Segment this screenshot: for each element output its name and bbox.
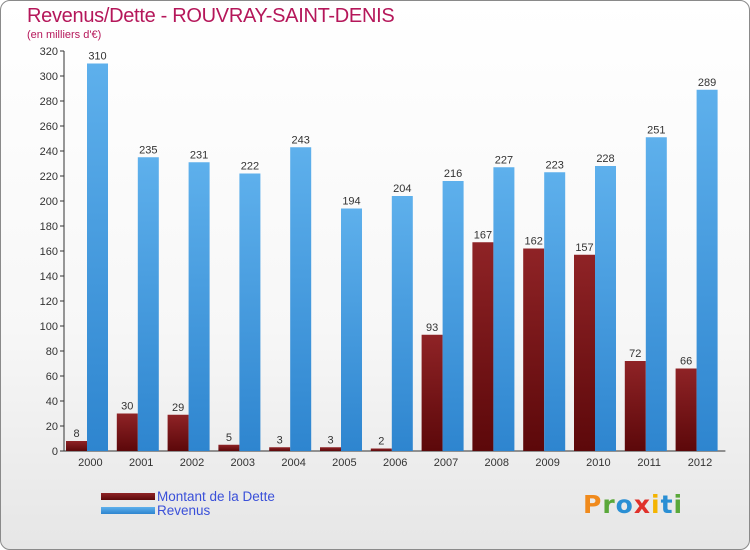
- x-tick-label: 2002: [180, 457, 204, 469]
- legend-swatch-revenus: [101, 506, 155, 514]
- data-label-dette: 3: [277, 434, 283, 446]
- x-tick-label: 2008: [485, 457, 509, 469]
- chart-title: Revenus/Dette - ROUVRAY-SAINT-DENIS: [27, 5, 395, 27]
- x-tick-label: 2010: [586, 457, 610, 469]
- x-tick-label: 2004: [281, 457, 305, 469]
- bar-revenus: [239, 173, 261, 451]
- data-label-revenus: 223: [546, 159, 564, 171]
- proxiti-logo: Proxiti: [583, 490, 684, 519]
- bar-dette: [370, 448, 392, 451]
- data-labels: 8 30 29 5 3 3 2 93 167 162 157 72 66 310 235 231 222 243 1…: [73, 51, 716, 448]
- data-label-dette: 162: [525, 236, 543, 248]
- x-tick-label: 2003: [231, 457, 255, 469]
- bar-revenus: [290, 147, 312, 451]
- data-label-dette: 5: [226, 432, 232, 444]
- y-tick-label: 40: [46, 396, 58, 408]
- data-label-dette: 72: [629, 348, 641, 360]
- bar-dette: [624, 361, 646, 451]
- y-tick-label: 140: [40, 271, 58, 283]
- bar-dette: [421, 334, 443, 451]
- data-label-dette: 8: [73, 428, 79, 440]
- bar-dette: [66, 441, 87, 451]
- y-tick-label: 20: [46, 421, 58, 433]
- data-label-dette: 157: [575, 242, 593, 254]
- bar-dette: [574, 254, 595, 451]
- x-tick-label: 2001: [129, 457, 153, 469]
- y-tick-label: 240: [40, 146, 58, 158]
- x-tick-label: 2005: [332, 457, 356, 469]
- bar-dette: [472, 242, 494, 451]
- y-tick-label: 300: [40, 71, 58, 83]
- bar-revenus: [442, 181, 464, 451]
- bar-dette: [320, 447, 341, 451]
- bar-dette: [675, 368, 697, 451]
- bar-dette: [523, 248, 545, 451]
- bar-revenus: [87, 63, 108, 451]
- data-label-dette: 66: [680, 356, 692, 368]
- bar-revenus: [137, 157, 159, 451]
- legend-item-dette: Montant de la Dette: [101, 488, 275, 504]
- data-label-dette: 167: [474, 229, 492, 241]
- data-label-revenus: 235: [139, 144, 157, 156]
- data-label-revenus: 204: [393, 183, 411, 195]
- data-label-revenus: 194: [342, 196, 360, 208]
- legend-label-dette: Montant de la Dette: [157, 488, 275, 504]
- data-label-revenus: 227: [495, 154, 513, 166]
- y-tick-label: 80: [46, 346, 58, 358]
- bar-revenus: [645, 137, 667, 451]
- data-label-dette: 2: [378, 436, 384, 448]
- y-tick-label: 0: [52, 446, 58, 458]
- data-label-revenus: 222: [241, 161, 259, 173]
- y-tick-label: 320: [40, 46, 58, 58]
- legend-item-revenus: Revenus: [101, 502, 211, 518]
- bar-dette: [218, 444, 240, 451]
- bar-revenus: [544, 172, 566, 451]
- bar-dette: [116, 413, 138, 451]
- bar-revenus: [341, 208, 362, 451]
- x-tick-label: 2009: [535, 457, 559, 469]
- y-tick-label: 120: [40, 296, 58, 308]
- data-label-revenus: 289: [698, 77, 716, 89]
- y-tick-label: 220: [40, 171, 58, 183]
- bar-dette: [167, 414, 189, 451]
- x-tick-label: 2006: [383, 457, 407, 469]
- data-label-revenus: 228: [596, 153, 614, 165]
- x-tick-label: 2007: [434, 457, 458, 469]
- data-label-revenus: 243: [292, 134, 310, 146]
- y-tick-label: 60: [46, 371, 58, 383]
- data-label-revenus: 231: [190, 149, 208, 161]
- bar-dette: [269, 447, 291, 451]
- y-tick-label: 280: [40, 96, 58, 108]
- data-label-dette: 29: [172, 402, 184, 414]
- bar-revenus: [188, 162, 210, 451]
- y-tick-label: 200: [40, 196, 58, 208]
- data-label-revenus: 251: [647, 124, 665, 136]
- x-tick-label: 2012: [688, 457, 712, 469]
- data-label-dette: 30: [121, 401, 133, 413]
- legend-label-revenus: Revenus: [157, 502, 211, 518]
- legend-swatch-dette: [101, 492, 155, 500]
- y-tick-label: 100: [40, 321, 58, 333]
- y-tick-label: 180: [40, 221, 58, 233]
- x-tick-label: 2000: [78, 457, 102, 469]
- bar-revenus: [391, 196, 413, 451]
- data-label-revenus: 216: [444, 168, 462, 180]
- bar-revenus: [493, 167, 515, 451]
- x-tick-label: 2011: [637, 457, 661, 469]
- bar-revenus: [696, 89, 718, 451]
- data-label-dette: 93: [426, 322, 438, 334]
- bars: [66, 63, 718, 451]
- data-label-revenus: 310: [88, 51, 106, 63]
- chart-subtitle: (en milliers d'€): [27, 29, 102, 41]
- y-tick-label: 260: [40, 121, 58, 133]
- bar-revenus: [595, 166, 616, 451]
- y-tick-label: 160: [40, 246, 58, 258]
- data-label-dette: 3: [327, 434, 333, 446]
